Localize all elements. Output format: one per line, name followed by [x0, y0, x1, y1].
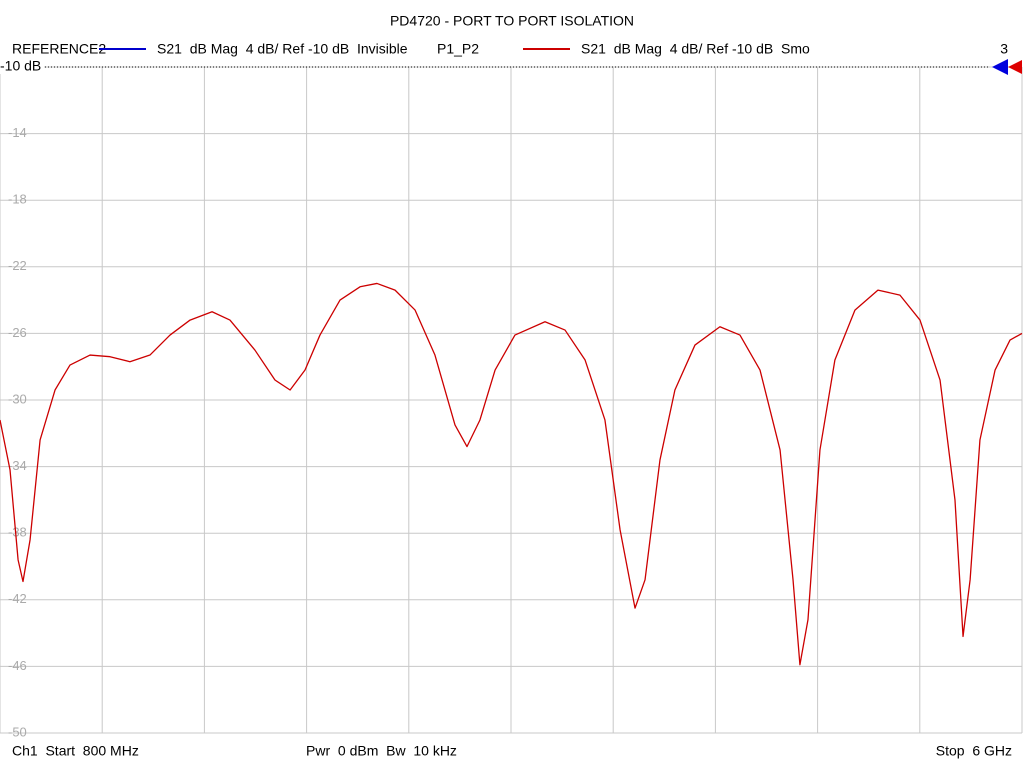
- legend-name: P1_P2: [437, 41, 479, 57]
- y-tick-label: -14: [8, 125, 27, 140]
- y-tick-label: -26: [8, 325, 27, 340]
- trace-marker: [1008, 60, 1022, 74]
- y-tick-label: -46: [8, 658, 27, 673]
- y-tick-label: -34: [8, 458, 27, 473]
- reference-label: S21 dB Mag 4 dB/ Ref -10 dB Invisible: [157, 41, 408, 57]
- ref-label-bg: [0, 59, 44, 74]
- reference-marker: [992, 59, 1008, 75]
- reference-name: REFERENCE2: [12, 41, 106, 57]
- footer-power: Pwr 0 dBm Bw 10 kHz: [306, 743, 457, 759]
- reference-level: -10 dB: [0, 58, 41, 74]
- chart-title: PD4720 - PORT TO PORT ISOLATION: [390, 13, 634, 29]
- y-tick-label: -38: [8, 525, 27, 540]
- y-tick-label: -42: [8, 591, 27, 606]
- y-tick-label: -22: [8, 258, 27, 273]
- channel-number: 3: [1000, 41, 1008, 57]
- y-tick-label: -30: [8, 391, 27, 406]
- y-tick-label: -50: [8, 724, 27, 739]
- legend-label: S21 dB Mag 4 dB/ Ref -10 dB Smo: [581, 41, 810, 57]
- footer-stop: Stop 6 GHz: [936, 743, 1012, 759]
- trace-line: [0, 282, 1023, 666]
- footer-start: Ch1 Start 800 MHz: [12, 743, 139, 759]
- y-tick-label: -18: [8, 192, 27, 207]
- grid: -10-14-18-22-26-30-34-38-42-46-50: [0, 58, 1023, 739]
